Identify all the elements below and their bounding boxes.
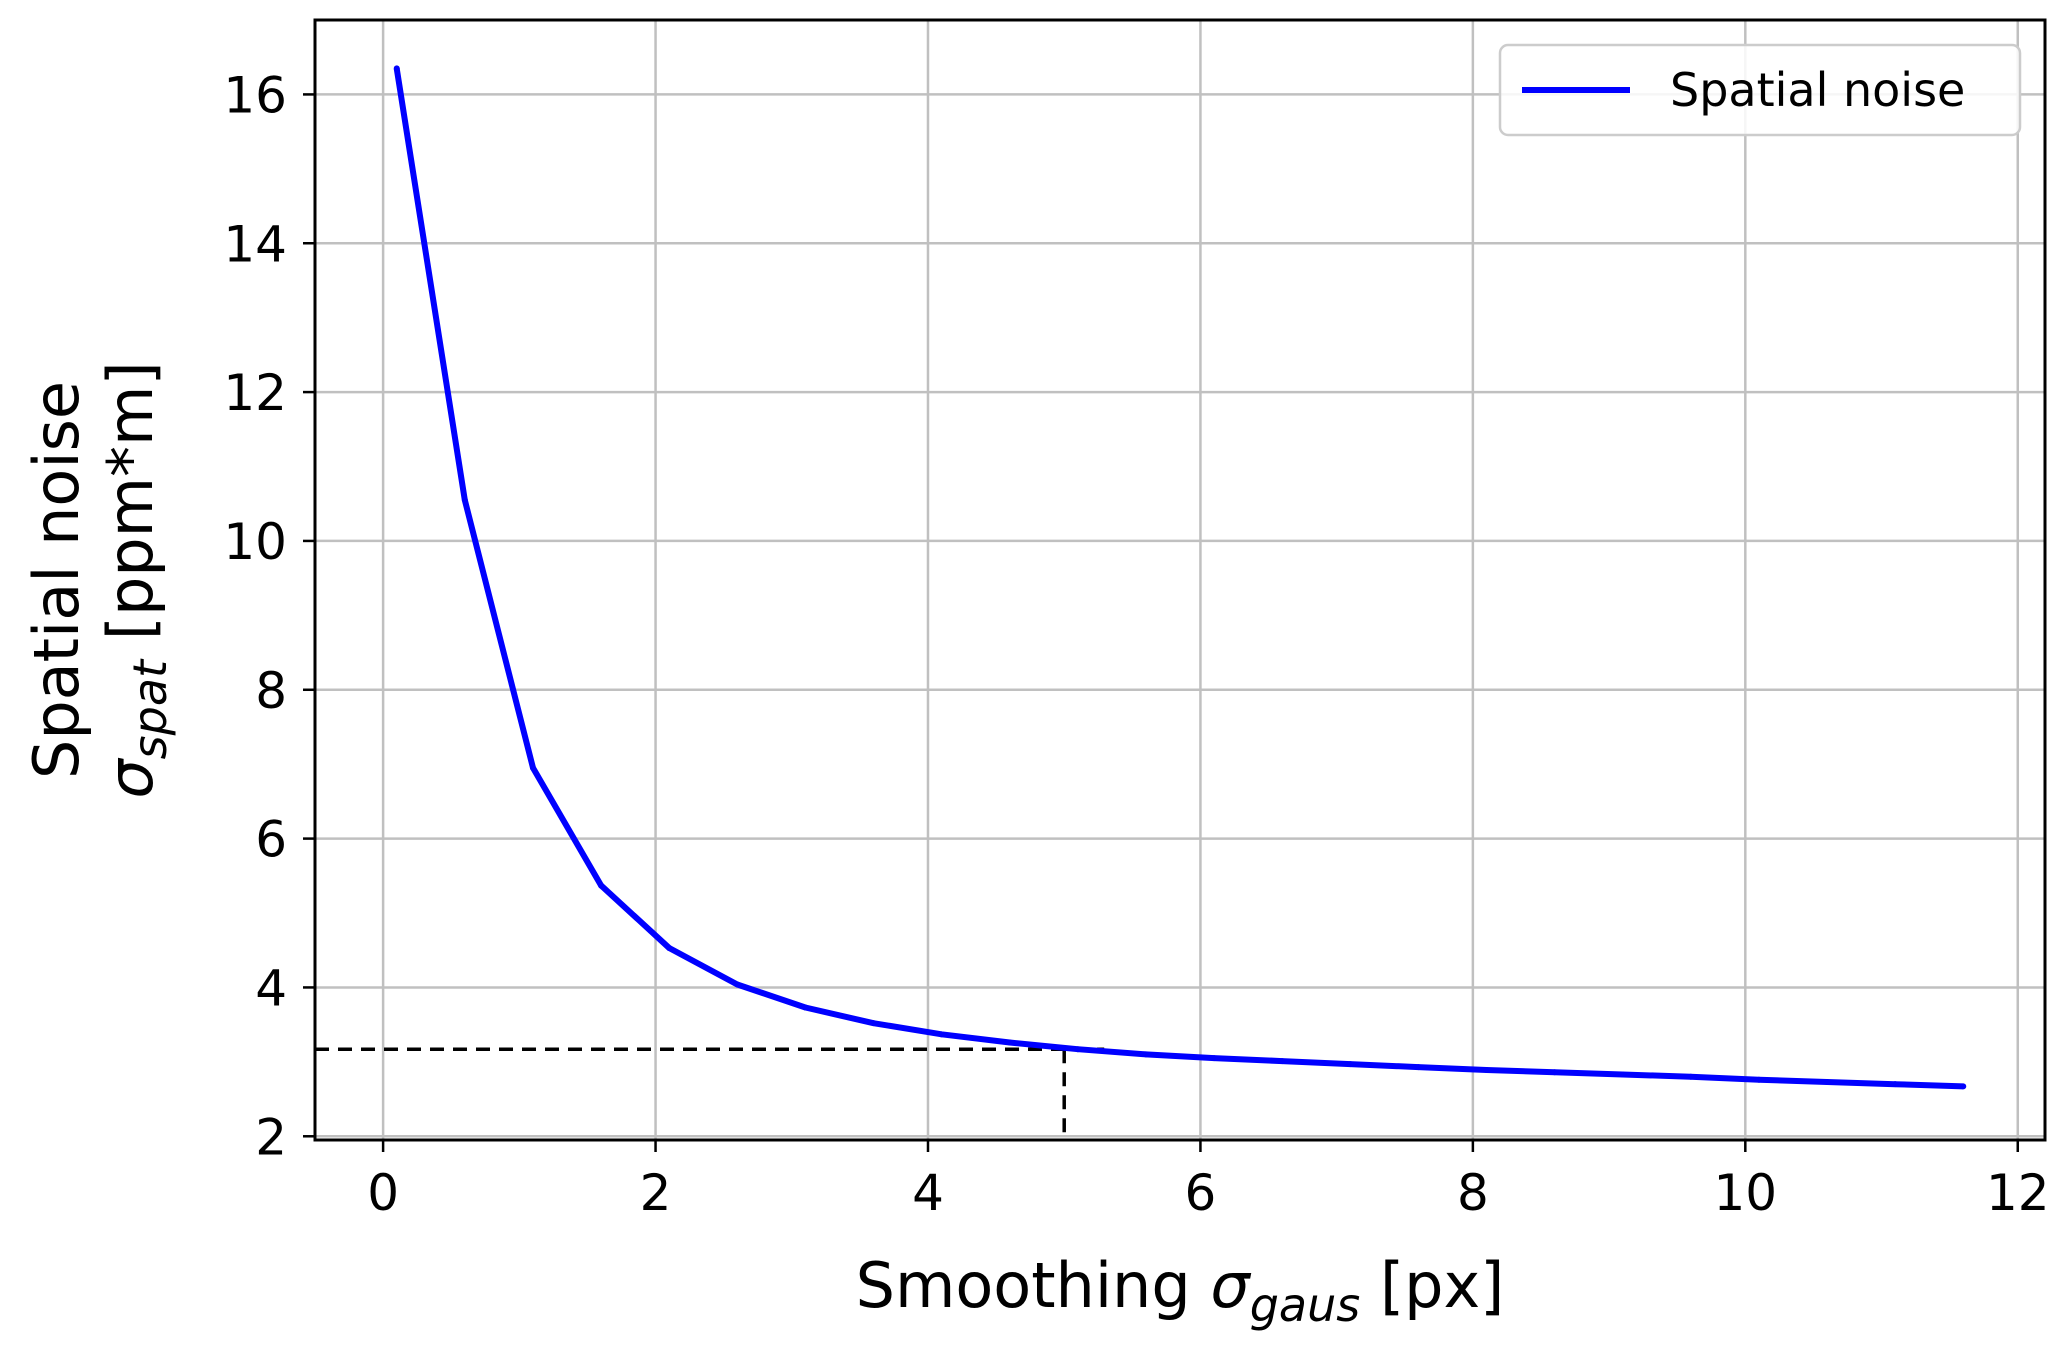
data-point (461, 497, 468, 503)
data-point (1279, 1058, 1286, 1065)
y-tick-label-2: 2 (255, 1108, 287, 1166)
grid-lines (315, 20, 2045, 1140)
x-axis-label-symbol: σ (1210, 1249, 1251, 1322)
y-axis-label-suffix: [ppm*m] (94, 361, 167, 660)
tick-labels: 0 2 4 6 8 10 12 2 4 6 8 10 12 14 16 (223, 66, 2049, 1222)
data-point (1483, 1067, 1490, 1074)
y-axis-label-symbol: σ (94, 758, 167, 799)
y-axis-label-line1: Spatial noise (20, 381, 93, 779)
data-point (1211, 1055, 1218, 1062)
legend-box (1498, 43, 2022, 137)
y-tick-label-4: 4 (255, 959, 287, 1017)
y-axis-label-subscript: spat (123, 658, 177, 759)
data-point (1347, 1061, 1354, 1068)
data-point (802, 1004, 809, 1011)
tick-marks (303, 93, 2020, 1152)
y-tick-label-12: 12 (223, 364, 287, 422)
data-point (1619, 1071, 1626, 1078)
y-tick-label-14: 14 (223, 215, 287, 273)
data-point (598, 882, 605, 889)
data-point (1551, 1069, 1558, 1076)
legend-label-spatial-noise: Spatial noise (1670, 63, 1965, 117)
data-point (1006, 1039, 1013, 1046)
y-axis-label-line2: σspat [ppm*m] (94, 361, 177, 798)
x-tick-label-4: 4 (912, 1164, 944, 1222)
x-axis-label-suffix: [px] (1360, 1249, 1504, 1322)
y-tick-label-16: 16 (223, 66, 287, 124)
data-point (870, 1020, 877, 1027)
series-line-spatial-noise (393, 67, 1964, 1090)
series-layer (393, 65, 1967, 1090)
data-point (1960, 1083, 1967, 1090)
data-point (1824, 1078, 1831, 1085)
data-point (1415, 1064, 1422, 1071)
data-point (1755, 1076, 1762, 1083)
x-tick-label-0: 0 (367, 1164, 399, 1222)
data-point (734, 981, 741, 988)
x-tick-label-6: 6 (1185, 1164, 1217, 1222)
y-tick-label-8: 8 (255, 662, 287, 720)
x-axis-label: Smoothing σgaus [px] (856, 1249, 1505, 1332)
data-point (529, 764, 536, 771)
plot-frame (313, 18, 2047, 1142)
data-point (938, 1031, 945, 1038)
data-point (1892, 1081, 1899, 1088)
y-tick-label-10: 10 (223, 513, 287, 571)
annotation-layer (315, 1047, 1105, 1140)
x-tick-label-2: 2 (640, 1164, 672, 1222)
x-tick-label-10: 10 (1714, 1164, 1778, 1222)
data-point (393, 65, 400, 72)
y-tick-label-6: 6 (255, 811, 287, 869)
x-tick-label-8: 8 (1457, 1164, 1489, 1222)
data-point (1142, 1051, 1149, 1058)
x-axis-label-subscript: gaus (1250, 1278, 1361, 1332)
data-point (1074, 1046, 1081, 1053)
x-axis-label-prefix: Smoothing (856, 1249, 1211, 1322)
x-tick-label-12: 12 (1986, 1164, 2050, 1222)
data-point (666, 945, 673, 951)
legend: Spatial noise (1498, 43, 2022, 137)
data-point (1687, 1073, 1694, 1080)
